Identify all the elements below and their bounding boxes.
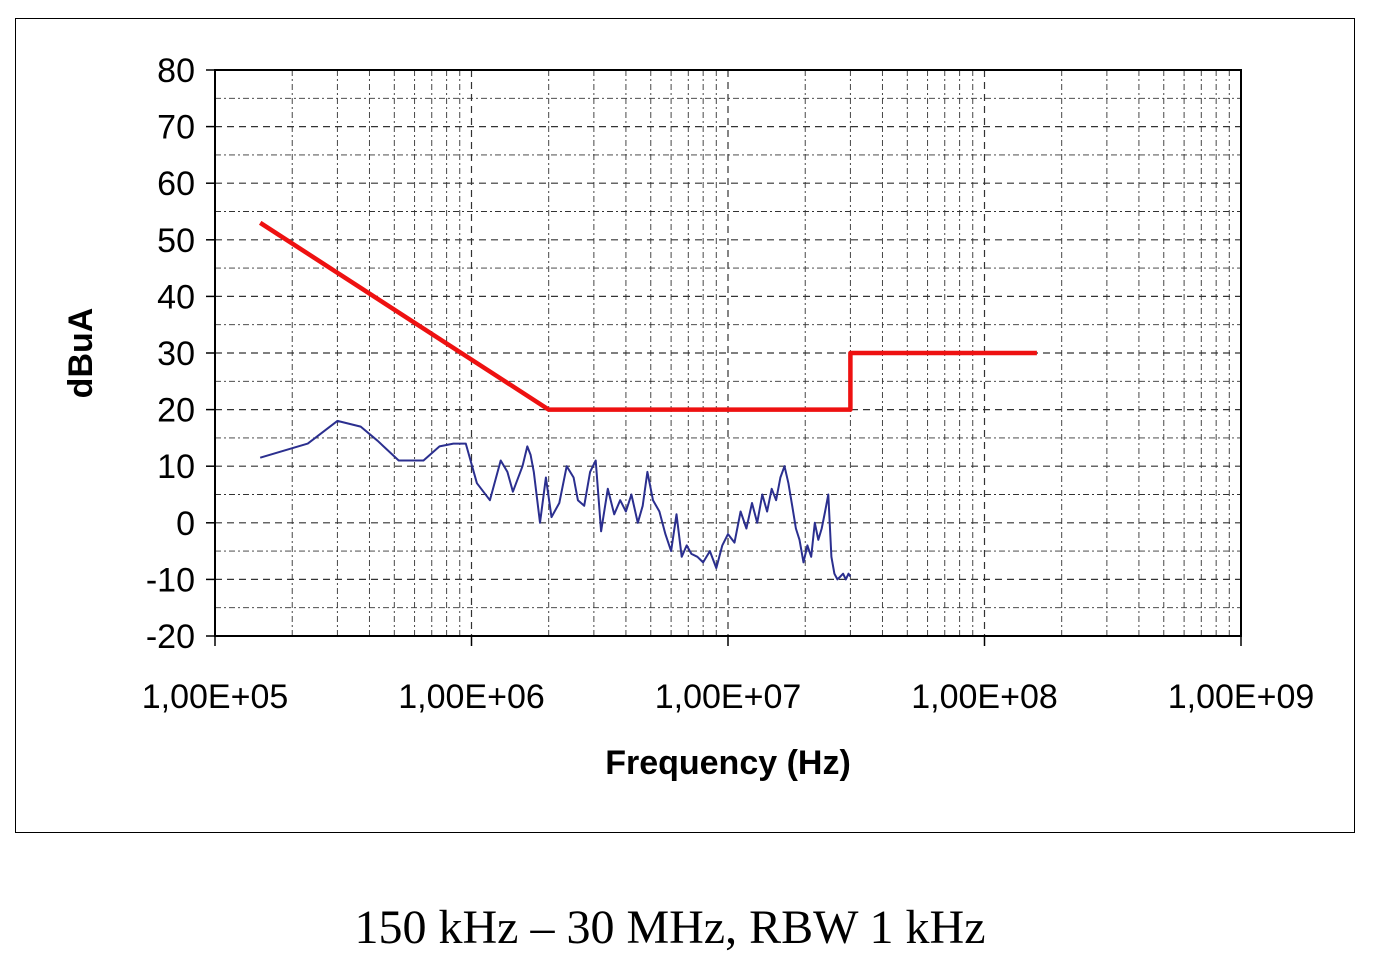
y-tick-label: 30 bbox=[157, 335, 195, 373]
chart-svg: -20 -10 0 10 20 30 40 50 60 70 80 1,00E+05 1,00E+06 1… bbox=[62, 52, 1315, 782]
labels-layer: -20 -10 0 10 20 30 40 50 60 70 80 1,00E+05 1,00E+06 1… bbox=[142, 52, 1315, 716]
chart-caption: 150 kHz – 30 MHz, RBW 1 kHz bbox=[354, 901, 986, 954]
x-axis-title: Frequency (Hz) bbox=[605, 744, 851, 782]
y-tick-label: -20 bbox=[146, 618, 195, 656]
y-tick-label: 60 bbox=[157, 165, 195, 203]
y-tick-label: 40 bbox=[157, 278, 195, 316]
grid-layer bbox=[215, 70, 1241, 636]
y-tick-label: -10 bbox=[146, 561, 195, 599]
y-tick-label: 10 bbox=[157, 448, 195, 486]
y-tick-label: 70 bbox=[157, 109, 195, 147]
y-tick-label: 0 bbox=[176, 505, 195, 543]
limit-line-series bbox=[258, 220, 1037, 412]
x-tick-label: 1,00E+05 bbox=[142, 678, 289, 716]
ticks-layer bbox=[206, 69, 1242, 646]
chart-frame: -20 -10 0 10 20 30 40 50 60 70 80 1,00E+05 1,00E+06 1… bbox=[15, 18, 1355, 833]
series-layer bbox=[258, 220, 1037, 581]
x-tick-label: 1,00E+07 bbox=[655, 678, 802, 716]
y-tick-label: 80 bbox=[157, 52, 195, 90]
y-axis-title: dBuA bbox=[62, 308, 100, 399]
y-tick-label: 50 bbox=[157, 222, 195, 260]
x-tick-label: 1,00E+08 bbox=[911, 678, 1058, 716]
x-tick-label: 1,00E+09 bbox=[1168, 678, 1315, 716]
x-tick-label: 1,00E+06 bbox=[398, 678, 545, 716]
measurement-series bbox=[259, 419, 852, 581]
y-tick-label: 20 bbox=[157, 392, 195, 430]
